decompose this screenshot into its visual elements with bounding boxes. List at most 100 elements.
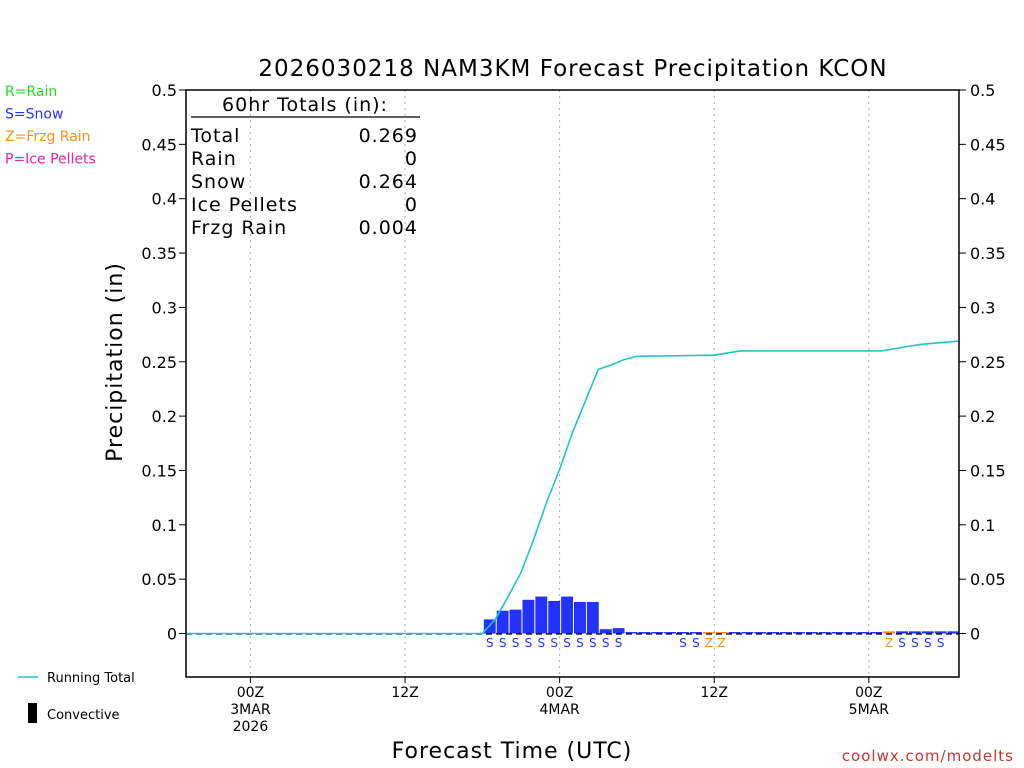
y-tick-label-right: 0.05 — [970, 570, 1006, 589]
y-tick-label-right: 0.3 — [970, 298, 995, 317]
ptype-legend-item: P=Ice Pellets — [5, 152, 96, 168]
y-tick-label-left: 0.2 — [152, 407, 177, 426]
hourly-precip-bar — [793, 632, 805, 634]
convective-legend-label: Convective — [47, 708, 120, 723]
ptype-marker: S — [692, 636, 700, 650]
x-axis-label: Forecast Time (UTC) — [392, 739, 633, 764]
totals-box: 60hr Totals (in): Total 0.269 Rain 0 Snow 0.2… — [190, 94, 420, 239]
hourly-precip-bar — [767, 632, 780, 634]
x-tick-label: 3MAR — [230, 702, 271, 718]
grid-lines — [249, 90, 870, 677]
y-axis-ticks: 0 0 0.05 0.05 0.1 0.1 0.15 0.15 0.2 0.2 0.25 0.25 0.… — [141, 81, 1005, 644]
y-tick-label-right: 0.5 — [970, 81, 995, 100]
hourly-precip-bar — [677, 632, 689, 634]
y-tick-label-left: 0.45 — [141, 135, 177, 154]
convective-swatch — [28, 703, 37, 723]
hourly-precip-bar — [496, 610, 509, 634]
running-total-legend-label: Running Total — [47, 671, 135, 686]
hourly-precip-bar — [921, 631, 934, 634]
totals-row-value: 0 — [405, 194, 418, 216]
ptype-marker: S — [550, 636, 558, 650]
ptype-marker: S — [512, 636, 520, 650]
ptype-legend-item: S=Snow — [5, 107, 63, 123]
hourly-precip-bar — [548, 600, 561, 634]
totals-row-label: Frzg Rain — [191, 217, 287, 239]
hourly-precip-bar — [741, 632, 754, 634]
y-axis-label: Precipitation (in) — [103, 262, 128, 462]
totals-row-label: Snow — [191, 171, 246, 193]
hourly-precip-bar — [870, 632, 883, 634]
ptype-legend-item: R=Rain — [5, 84, 57, 100]
y-tick-label-right: 0.15 — [970, 461, 1006, 480]
ptype-marker: S — [937, 636, 945, 650]
hourly-precip-bar — [805, 632, 818, 634]
y-tick-label-left: 0.1 — [152, 516, 177, 535]
totals-row-value: 0.269 — [359, 125, 418, 147]
bottom-legend: Running Total Convective — [18, 671, 135, 723]
y-tick-label-left: 0.5 — [152, 81, 177, 100]
y-tick-label-left: 0 — [167, 625, 177, 644]
y-tick-label-right: 0.2 — [970, 407, 995, 426]
hourly-precip-bar — [689, 632, 702, 634]
totals-row-label: Ice Pellets — [191, 194, 298, 216]
ptype-marker: S — [615, 636, 623, 650]
y-tick-label-left: 0.05 — [141, 570, 177, 589]
hourly-precip-bar — [522, 599, 535, 634]
ptype-legend-item: Z=Frzg Rain — [5, 129, 91, 145]
hourly-precip-bar — [574, 601, 586, 634]
hourly-precip-bar — [715, 632, 728, 634]
chart-title: 2026030218 NAM3KM Forecast Precipitation… — [258, 56, 887, 82]
ptype-marker: S — [563, 636, 571, 650]
plot-frame — [185, 89, 960, 678]
x-tick-label: 00Z — [546, 685, 573, 701]
hourly-precip-bar — [780, 632, 793, 634]
y-tick-label-left: 0.25 — [141, 353, 177, 372]
running-total-line — [186, 340, 960, 635]
ptype-marker: S — [679, 636, 687, 650]
hourly-precip-bar — [896, 631, 908, 634]
y-tick-label-left: 0.35 — [141, 244, 177, 263]
x-tick-label: 12Z — [391, 685, 418, 701]
totals-row-label: Rain — [191, 148, 237, 170]
totals-row-value: 0 — [405, 148, 418, 170]
hourly-precip-bar — [857, 632, 870, 634]
ptype-marker: S — [602, 636, 610, 650]
ptype-marker: Z — [718, 636, 726, 650]
credit-text: coolwx.com/modelts — [842, 747, 1014, 765]
ptype-marker: S — [924, 636, 932, 650]
ptype-marker: Z — [885, 636, 893, 650]
totals-row-label: Total — [190, 125, 240, 147]
hourly-precip-bar — [883, 631, 896, 634]
totals-row-value: 0.004 — [359, 217, 418, 239]
x-tick-label: 00Z — [237, 685, 264, 701]
hourly-precip-bar — [844, 632, 857, 634]
ptype-marker: S — [576, 636, 584, 650]
ptype-marker: S — [898, 636, 906, 650]
ptype-legend: R=Rain S=Snow Z=Frzg Rain P=Ice Pellets — [5, 84, 96, 168]
ptype-marker: Z — [705, 636, 713, 650]
hourly-precip-bar — [754, 632, 767, 634]
y-tick-label-right: 0.1 — [970, 516, 995, 535]
hourly-precip-bar — [908, 631, 921, 634]
hourly-precip-bar — [612, 628, 625, 634]
x-tick-label: 4MAR — [539, 702, 580, 718]
hourly-precip-bar — [831, 632, 844, 634]
x-tick-label: 2026 — [233, 719, 269, 735]
hourly-precip-bar — [934, 631, 947, 634]
x-tick-label: 00Z — [855, 685, 882, 701]
hourly-precip-bar — [818, 632, 831, 634]
hourly-precip-bars — [483, 596, 960, 634]
totals-header: 60hr Totals (in): — [222, 94, 388, 116]
hourly-precip-bar — [664, 632, 677, 634]
x-tick-label: 12Z — [701, 685, 728, 701]
ptype-marker: S — [499, 636, 507, 650]
y-tick-label-right: 0 — [970, 625, 980, 644]
ptype-marker: S — [911, 636, 919, 650]
y-tick-label-left: 0.15 — [141, 461, 177, 480]
hourly-precip-bar — [947, 631, 960, 634]
y-tick-label-left: 0.3 — [152, 298, 177, 317]
y-tick-label-right: 0.35 — [970, 244, 1006, 263]
